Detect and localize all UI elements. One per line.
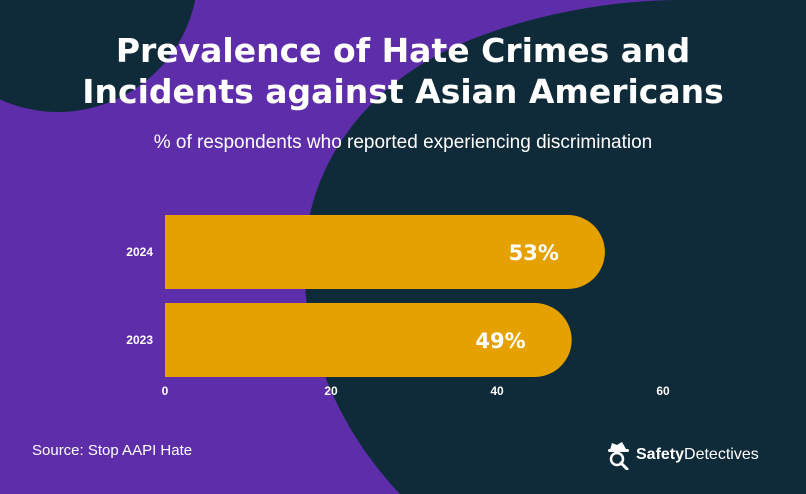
data-label-2024: 53% [509,241,559,265]
detective-hat-icon [608,442,629,470]
bar-2023 [165,303,572,377]
x-tick-label: 0 [162,384,169,398]
category-label-2024: 2024 [126,245,153,259]
x-tick-label: 60 [656,384,670,398]
category-label-2023: 2023 [126,333,153,347]
brand-name-part2: Detectives [684,446,759,463]
brand-name-part1: Safety [636,446,685,463]
chart-title: Prevalence of Hate Crimes and Incidents … [0,30,806,112]
chart-subtitle: % of respondents who reported experienci… [153,132,653,153]
source-note: Source: Stop AAPI Hate [32,442,193,459]
title-line-2: Incidents against Asian Americans [82,72,724,111]
x-tick-label: 40 [490,384,504,398]
x-tick-label: 20 [324,384,338,398]
data-label-2023: 49% [475,329,525,353]
brand-logo: Safety Detectives [608,438,759,472]
title-line-1: Prevalence of Hate Crimes and [115,31,691,70]
bar-2024 [165,215,605,289]
